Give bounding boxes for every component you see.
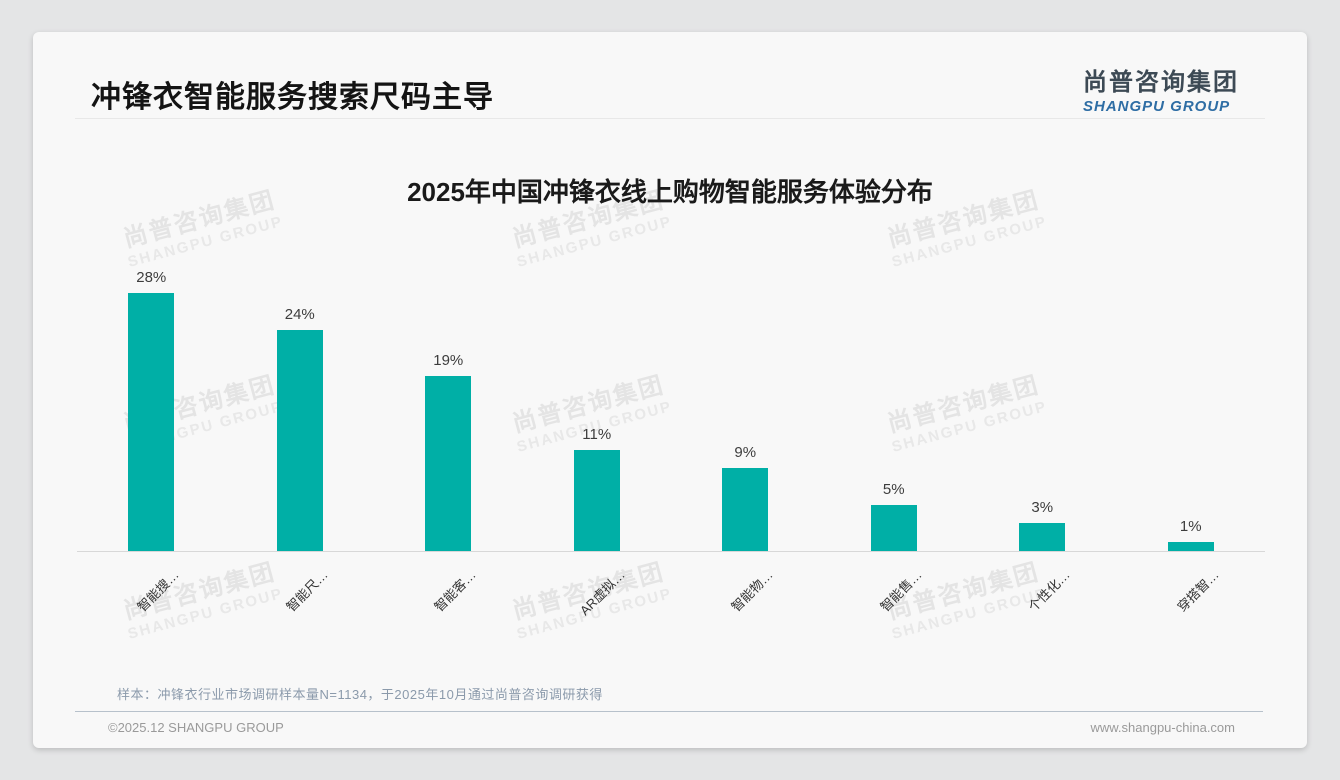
x-axis-label: 智能售… (877, 567, 925, 615)
watermark-text-en: SHANGPU GROUP (889, 212, 1050, 271)
logo-text-cn: 尚普咨询集团 (1083, 69, 1239, 96)
bar-slot: 28% 智能搜… (77, 269, 226, 615)
bar (722, 468, 769, 551)
bar-slot: 24% 智能尺… (226, 293, 375, 615)
bar-value-label: 19% (433, 352, 464, 369)
chart-title: 2025年中国冲锋衣线上购物智能服务体验分布 (407, 177, 933, 207)
bar-slot: 9% 智能物… (671, 293, 820, 615)
x-axis-label: AR虚拟… (576, 567, 628, 619)
page-title: 冲锋衣智能服务搜索尺码主导 (91, 81, 494, 114)
bar-value-label: 1% (1179, 518, 1202, 535)
bar (1167, 542, 1214, 551)
bar-chart: 28% 智能搜… 24% 智能尺… 19% 智能客… 11% AR虚拟… 9% 智能物… 5% 智能售… (77, 269, 1266, 618)
watermark-text-cn: 尚普咨询集团 (120, 558, 279, 625)
bar-slot: 1% 穿搭智… (1117, 293, 1266, 615)
x-axis-label: 智能搜… (134, 567, 182, 615)
copyright-text: ©2025.12 SHANGPU GROUP (108, 720, 284, 735)
header-divider (75, 118, 1265, 119)
bar (128, 293, 175, 551)
bar-slot: 5% 智能售… (820, 293, 969, 615)
bar-value-label: 5% (882, 481, 905, 498)
report-card: 冲锋衣智能服务搜索尺码主导 尚普咨询集团 SHANGPU GROUP 尚普咨询集… (33, 32, 1307, 748)
footer-divider (75, 711, 1263, 712)
watermark-text-en: SHANGPU GROUP (125, 212, 286, 271)
bar-value-label: 11% (582, 426, 612, 443)
bar (1019, 523, 1066, 551)
x-axis-label: 智能尺… (283, 567, 331, 615)
x-axis-label: 穿搭智… (1174, 567, 1222, 615)
company-logo: 尚普咨询集团 SHANGPU GROUP (1083, 62, 1239, 115)
x-axis-line (77, 551, 1265, 552)
logo-text-en: SHANGPU GROUP (1083, 98, 1231, 115)
bar (425, 376, 472, 551)
bar-slot: 19% 智能客… (374, 293, 523, 615)
x-axis-label: 个性化… (1025, 567, 1073, 615)
bar (276, 330, 323, 551)
bar-value-label: 24% (284, 306, 315, 323)
x-axis-label: 智能物… (728, 567, 776, 615)
bar (870, 505, 917, 551)
x-axis-label: 智能客… (431, 567, 479, 615)
bar-slot: 11% AR虚拟… (523, 293, 672, 618)
bar-value-label: 28% (136, 269, 167, 286)
bar-value-label: 3% (1031, 499, 1054, 516)
bar (573, 450, 620, 551)
bar-slot: 3% 个性化… (968, 293, 1117, 615)
website-text: www.shangpu-china.com (1090, 720, 1235, 735)
watermark-text-en: SHANGPU GROUP (889, 584, 1050, 643)
sample-note: 样本：冲锋衣行业市场调研样本量N=1134，于2025年10月通过尚普咨询调研获… (117, 687, 603, 702)
bar-value-label: 9% (734, 444, 757, 461)
watermark-text-en: SHANGPU GROUP (514, 212, 675, 271)
